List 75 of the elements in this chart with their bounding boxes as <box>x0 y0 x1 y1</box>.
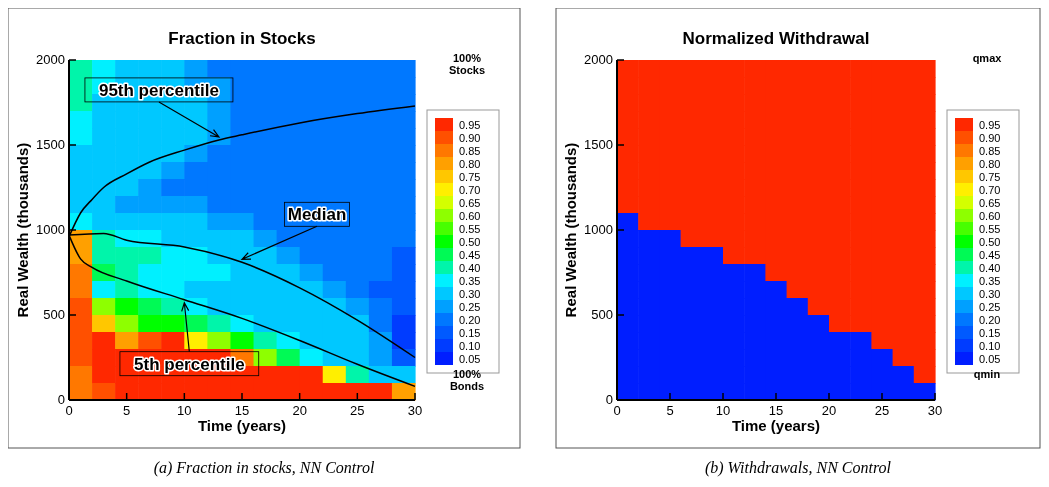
color-bar-label: 0.70 <box>979 183 1001 196</box>
color-bar-label: 0.95 <box>979 118 1001 131</box>
color-bar-label: 0.55 <box>459 222 481 235</box>
x-tick-label: 20 <box>821 403 837 418</box>
x-tick-label: 5 <box>123 403 131 418</box>
y-tick-label: 2000 <box>36 52 65 67</box>
color-bar-label: 0.75 <box>979 170 1001 183</box>
color-bar-label: 0.15 <box>459 326 481 339</box>
color-bar-label: 0.60 <box>459 209 481 222</box>
color-bar-label: 0.80 <box>459 157 481 170</box>
y-tick-label: 2000 <box>584 52 613 67</box>
color-bar-label: 0.40 <box>459 261 481 274</box>
color-bar-label: 0.10 <box>459 339 481 352</box>
x-axis-title: Time (years) <box>197 417 287 434</box>
color-bar-label: 0.05 <box>459 352 481 365</box>
color-bar-label: 0.40 <box>979 261 1001 274</box>
color-bar-label: 0.55 <box>979 222 1001 235</box>
color-bar-label: 0.60 <box>979 209 1001 222</box>
chart-title: Normalized Withdrawal <box>682 29 870 48</box>
color-bar-label: 0.45 <box>979 248 1001 261</box>
color-bar-label: 0.90 <box>459 131 481 144</box>
x-tick-label: 15 <box>234 403 250 418</box>
color-bar-label: 0.65 <box>979 196 1001 209</box>
chart-title: Fraction in Stocks <box>168 29 316 48</box>
color-bar-label: 0.30 <box>459 287 481 300</box>
color-bar-label: 0.35 <box>979 274 1001 287</box>
text: 95th percentile <box>98 80 219 100</box>
y-tick-label: 0 <box>605 392 613 407</box>
x-tick-label: 15 <box>768 403 784 418</box>
color-bar-label: 0.35 <box>459 274 481 287</box>
x-tick-label: 10 <box>715 403 731 418</box>
x-tick-label: 5 <box>666 403 674 418</box>
x-tick-label: 30 <box>407 403 423 418</box>
x-tick-label: 20 <box>292 403 307 418</box>
text: qmin <box>973 368 1001 380</box>
color-bar-label: 0.85 <box>459 144 481 157</box>
color-bar-label: 0.50 <box>979 235 1001 248</box>
x-axis-title: Time (years) <box>731 417 821 434</box>
color-bar-label: 0.20 <box>979 313 1001 326</box>
text: (b) Withdrawals, NN Control <box>704 459 892 477</box>
x-tick-label: 25 <box>874 403 890 418</box>
text: Median <box>287 205 347 225</box>
y-tick-label: 1500 <box>584 137 613 152</box>
color-bar-label: 0.25 <box>979 300 1001 313</box>
y-tick-label: 1500 <box>36 137 65 152</box>
x-tick-label: 30 <box>927 403 943 418</box>
y-axis-title: Real Wealth (thousands) <box>562 142 579 318</box>
color-bar-label: 0.50 <box>459 235 481 248</box>
color-bar-label: 0.65 <box>459 196 481 209</box>
color-bar-label: 0.75 <box>459 170 481 183</box>
color-bar-label: 0.30 <box>979 287 1001 300</box>
text: 100% Bonds <box>449 368 485 392</box>
color-bar-label: 0.70 <box>459 183 481 196</box>
y-axis-title: Real Wealth (thousands) <box>14 142 31 318</box>
color-bar-label: 0.85 <box>979 144 1001 157</box>
y-tick-label: 500 <box>43 307 65 322</box>
x-tick-label: 25 <box>350 403 365 418</box>
color-bar-label: 0.10 <box>979 339 1001 352</box>
series-label: 5th percentile <box>134 354 245 374</box>
y-tick-label: 1000 <box>584 222 613 237</box>
color-bar-label: 0.25 <box>459 300 481 313</box>
y-tick-label: 1000 <box>36 222 65 237</box>
color-bar-label: 0.95 <box>459 118 481 131</box>
x-tick-label: 10 <box>177 403 192 418</box>
text: 100% Stocks <box>448 52 486 76</box>
color-bar-label: 0.20 <box>459 313 481 326</box>
text: qmax <box>972 52 1003 64</box>
color-bar-label: 0.45 <box>459 248 481 261</box>
y-tick-label: 500 <box>591 307 613 322</box>
y-tick-label: 0 <box>57 392 65 407</box>
text: (a) Fraction in stocks, NN Control <box>153 459 375 477</box>
color-bar-label: 0.80 <box>979 157 1001 170</box>
color-bar-label: 0.90 <box>979 131 1001 144</box>
color-bar-label: 0.05 <box>979 352 1001 365</box>
color-bar-label: 0.15 <box>979 326 1001 339</box>
